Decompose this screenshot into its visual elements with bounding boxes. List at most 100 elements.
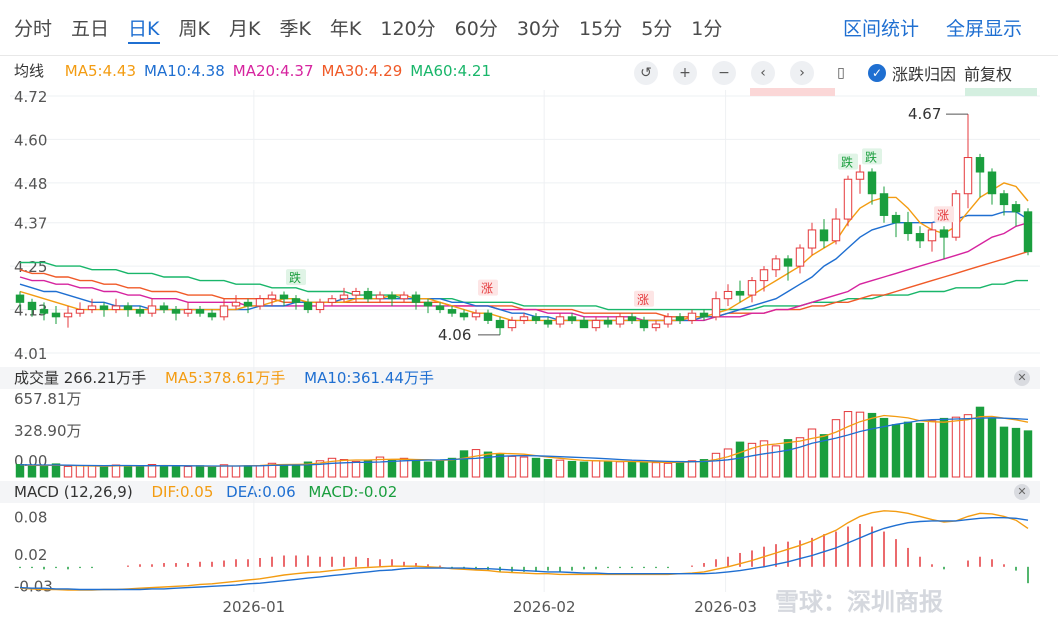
- chart-controls: ↺ + − ‹ › ▯ ✓ 涨跌归因 前复权: [634, 60, 1020, 86]
- volume-bar: [387, 459, 397, 478]
- candle-body: [867, 171, 877, 195]
- price-tick-label: 4.48: [14, 175, 47, 193]
- next-icon[interactable]: ›: [790, 61, 814, 85]
- candle-body: [471, 312, 481, 318]
- macd-tick-label: 0.08: [14, 508, 47, 526]
- tab-10[interactable]: 15分: [579, 18, 623, 40]
- volume-bar: [735, 441, 745, 478]
- candle-body: [63, 312, 73, 318]
- tab-2[interactable]: 日K: [128, 14, 160, 44]
- volume-bar: [339, 459, 349, 478]
- candle-body: [363, 290, 373, 300]
- volume-bar: [351, 460, 361, 478]
- candle-body: [651, 323, 661, 329]
- tab-0[interactable]: 分时: [14, 18, 53, 40]
- ma-legend-item-4: MA60:4.21: [410, 62, 491, 80]
- tab-12[interactable]: 1分: [691, 18, 723, 40]
- ma-legend-label: 均线: [14, 62, 45, 80]
- prev-icon[interactable]: ‹: [751, 61, 775, 85]
- rise-tag-label: 涨: [937, 207, 949, 222]
- macd-tick-label: -0.03: [14, 578, 53, 596]
- tab-8[interactable]: 60分: [454, 18, 498, 40]
- candle-body: [999, 193, 1009, 206]
- zoom-out-icon[interactable]: −: [712, 61, 736, 85]
- candle-body: [603, 319, 613, 325]
- tab-9[interactable]: 30分: [516, 18, 561, 40]
- volume-bar: [99, 466, 109, 478]
- tab-1[interactable]: 五日: [71, 18, 110, 40]
- candle-body: [15, 294, 25, 303]
- candle-body: [723, 290, 733, 300]
- range-highlight-down: [965, 88, 1037, 96]
- volume-bar: [195, 465, 205, 478]
- adjust-mode-select[interactable]: 前复权: [964, 65, 1013, 84]
- candle-body: [291, 298, 301, 303]
- candle-body: [987, 171, 997, 195]
- volume-bar: [303, 461, 313, 478]
- volume-bar: [507, 455, 517, 478]
- volume-bar: [987, 417, 997, 478]
- candle-body: [687, 312, 697, 321]
- fullscreen-button[interactable]: 全屏显示: [946, 18, 1023, 40]
- volume-bar: [483, 451, 493, 478]
- candle-body: [315, 301, 325, 311]
- tab-11[interactable]: 5分: [641, 18, 673, 40]
- candle-body: [663, 316, 673, 325]
- volume-bar: [915, 422, 925, 478]
- candle-body: [51, 312, 61, 318]
- candle-body: [843, 178, 853, 220]
- close-volume-icon[interactable]: ✕: [1014, 370, 1030, 386]
- tab-7[interactable]: 120分: [380, 18, 436, 40]
- macd-value-label: MACD:-0.02: [308, 483, 398, 501]
- undo-icon[interactable]: ↺: [634, 61, 658, 85]
- candle-body: [927, 229, 937, 242]
- price-tick-label: 4.01: [14, 345, 47, 363]
- candle-body: [111, 305, 121, 311]
- attribution-checkbox-label[interactable]: 涨跌归因: [892, 65, 957, 84]
- close-macd-icon[interactable]: ✕: [1014, 484, 1030, 500]
- candle-body: [351, 290, 361, 296]
- volume-bar: [603, 460, 613, 478]
- volume-bar: [87, 465, 97, 478]
- volume-bar: [327, 457, 337, 478]
- attribution-checkbox-icon[interactable]: ✓: [868, 64, 886, 82]
- tab-3[interactable]: 周K: [178, 18, 210, 40]
- tab-4[interactable]: 月K: [228, 18, 261, 40]
- x-tick-label: 2026-01: [223, 598, 286, 616]
- volume-bar: [447, 457, 457, 478]
- candle-body: [423, 301, 433, 307]
- candle-body: [795, 247, 805, 267]
- volume-tick-label: 657.81万: [14, 390, 82, 408]
- candle-body: [831, 218, 841, 242]
- volume-bar: [555, 459, 565, 478]
- fall-tag-label: 跌: [865, 149, 877, 164]
- tab-5[interactable]: 季K: [279, 18, 311, 40]
- range-stats-button[interactable]: 区间统计: [843, 18, 920, 40]
- volume-bar: [651, 462, 661, 478]
- candle-body: [411, 294, 421, 303]
- volume-ma10-line: [19, 417, 1029, 467]
- tab-6[interactable]: 年K: [329, 18, 362, 40]
- watermark: 雪球：深圳商报: [775, 588, 943, 616]
- price-tick-label: 4.60: [14, 131, 47, 149]
- volume-bar: [975, 406, 985, 478]
- macd-dif-line: [19, 510, 1029, 591]
- macd-dea-label: DEA:0.06: [226, 483, 296, 501]
- volume-bar: [795, 437, 805, 478]
- volume-bar: [783, 439, 793, 478]
- candle-body: [231, 301, 241, 307]
- candle-body: [183, 309, 193, 314]
- fall-tag: [862, 148, 882, 165]
- candle-body: [555, 316, 565, 325]
- macd-dif-label: DIF:0.05: [151, 483, 214, 501]
- candle-body: [159, 305, 169, 311]
- candle-body: [567, 316, 577, 321]
- low-marker-label: 4.06: [438, 326, 471, 344]
- zoom-in-icon[interactable]: +: [673, 61, 697, 85]
- candle-body: [771, 258, 781, 271]
- candle-icon[interactable]: ▯: [829, 61, 853, 85]
- volume-bar: [615, 461, 625, 478]
- candle-body: [1023, 211, 1033, 253]
- volume-bar: [879, 417, 889, 478]
